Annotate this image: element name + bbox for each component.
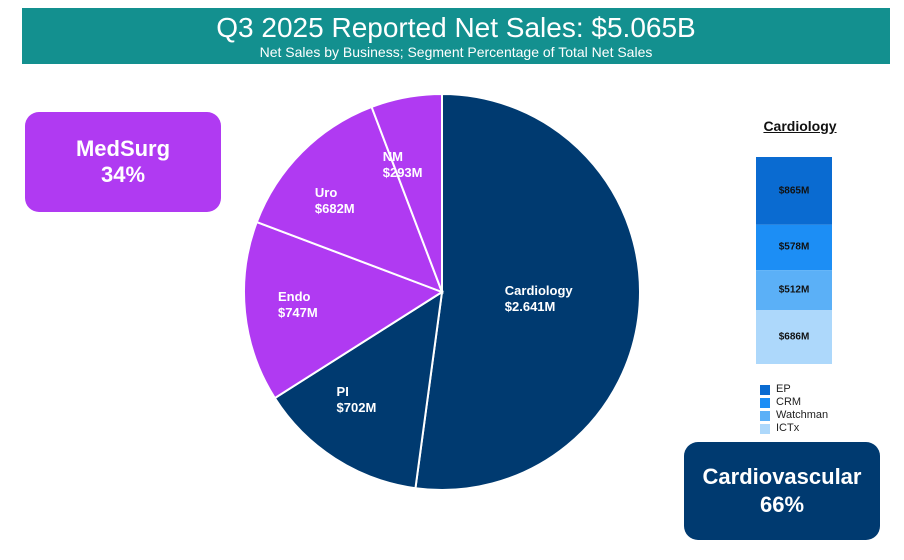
legend-item-crm: CRM	[760, 396, 801, 409]
pie-slice-cardiology	[414, 92, 641, 491]
medsurg-name: MedSurg	[75, 136, 171, 161]
cardiovascular-badge: Cardiovascular 66%	[684, 442, 880, 540]
title-banner: Q3 2025 Reported Net Sales: $5.065B Net …	[22, 8, 890, 64]
stack-value-crm: $578M	[778, 241, 810, 253]
pie-label-name: PI	[336, 384, 349, 400]
pie-label-name: Cardiology	[504, 282, 573, 298]
page-subtitle: Net Sales by Business; Segment Percentag…	[259, 44, 653, 60]
legend-item-ep: EP	[760, 383, 791, 396]
pie-label-uro: Uro $682M	[315, 185, 355, 217]
pie-slice-pi	[273, 290, 444, 490]
pie-label-value: $747M	[277, 305, 318, 321]
pie-label-value: $702M	[336, 400, 377, 416]
legend-item-ictx: ICTx	[760, 422, 799, 435]
pie-slice-endo	[243, 220, 445, 400]
medsurg-percent: 34%	[100, 162, 146, 187]
medsurg-badge: MedSurg 34%	[25, 112, 221, 212]
pie-label-name: Endo	[277, 289, 311, 305]
legend-swatch	[760, 423, 770, 434]
legend-label: EP	[776, 383, 791, 395]
pie-label-name: NM	[382, 149, 403, 165]
stack-value-ep: $865M	[778, 185, 810, 197]
stack-title: Cardiology	[763, 118, 837, 134]
cardiovascular-name: Cardiovascular	[702, 464, 862, 489]
pie-slice-uro	[255, 105, 444, 294]
stack-value-watchman: $512M	[778, 284, 810, 296]
pie-label-cardiology: Cardiology $2.641M	[505, 283, 573, 315]
pie-slice-nm	[370, 92, 443, 293]
cardiovascular-percent: 66%	[759, 492, 805, 517]
stack-value-ictx: $686M	[778, 331, 810, 343]
pie-label-value: $293M	[382, 165, 423, 181]
page-title: Q3 2025 Reported Net Sales: $5.065B	[216, 12, 696, 43]
legend-label: Watchman	[776, 409, 829, 421]
legend-swatch	[760, 384, 770, 395]
legend-swatch	[760, 397, 770, 408]
stack-segment-watchman	[756, 270, 832, 311]
legend-label: CRM	[776, 396, 802, 408]
legend-item-watchman: Watchman	[760, 409, 828, 422]
pie-label-value: $2.641M	[504, 298, 556, 314]
pie-label-pi: PI $702M	[337, 384, 377, 416]
stack-segment-ictx	[756, 310, 832, 364]
stack-segment-ep	[756, 157, 832, 225]
pie-label-name: Uro	[314, 185, 338, 201]
stack-segment-crm	[756, 224, 832, 271]
pie-label-nm: NM $293M	[383, 149, 423, 181]
pie-label-endo: Endo $747M	[278, 289, 318, 321]
legend-label: ICTx	[776, 422, 800, 434]
pie-label-value: $682M	[314, 201, 355, 217]
legend-swatch	[760, 410, 770, 421]
